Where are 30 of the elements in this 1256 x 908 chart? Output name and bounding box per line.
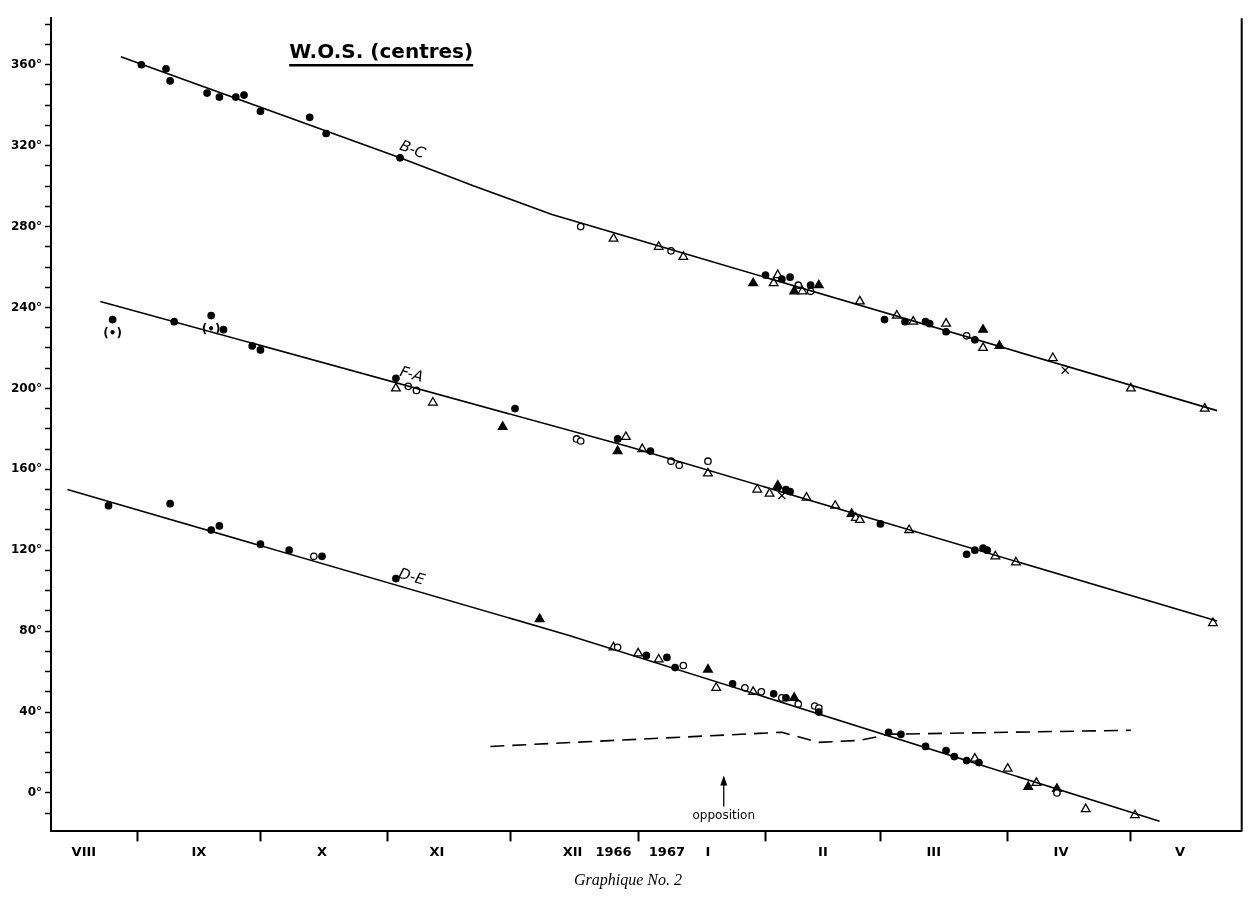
x-tick-label: XII xyxy=(562,843,583,859)
x-tick-label: 1966 xyxy=(595,843,632,859)
data-label: (•) xyxy=(103,325,122,340)
x-tick-label: V xyxy=(1175,843,1186,859)
x-tick-label: 1967 xyxy=(648,843,685,859)
y-tick-label: 240° xyxy=(10,299,43,314)
y-tick-label: 0° xyxy=(27,785,43,800)
text: F-A xyxy=(397,362,426,386)
x-tick-label: XI xyxy=(429,843,445,859)
x-tick-label: III xyxy=(926,843,942,859)
x-tick-label: II xyxy=(818,843,828,859)
x-tick-label: IX xyxy=(191,843,207,859)
y-tick-label: 40° xyxy=(19,704,43,719)
x-tick-label: I xyxy=(705,843,711,859)
text: B-C xyxy=(397,136,429,163)
y-tick-label: 80° xyxy=(19,623,43,638)
annotation: opposition xyxy=(692,807,756,822)
text: W.O.S. (centres) xyxy=(289,39,474,64)
y-tick-label: 200° xyxy=(10,380,43,395)
text: Graphique No. 2 xyxy=(573,871,683,889)
x-tick-label: X xyxy=(317,843,328,859)
x-tick-label: IV xyxy=(1053,843,1069,859)
y-tick-label: 160° xyxy=(10,461,43,476)
text: D-E xyxy=(396,564,428,589)
x-tick-label: VIII xyxy=(71,843,97,859)
data-label: (•) xyxy=(201,321,221,336)
y-tick-label: 280° xyxy=(10,218,43,233)
y-tick-label: 120° xyxy=(10,542,43,557)
y-tick-label: 360° xyxy=(10,56,43,71)
y-tick-label: 320° xyxy=(10,137,43,152)
